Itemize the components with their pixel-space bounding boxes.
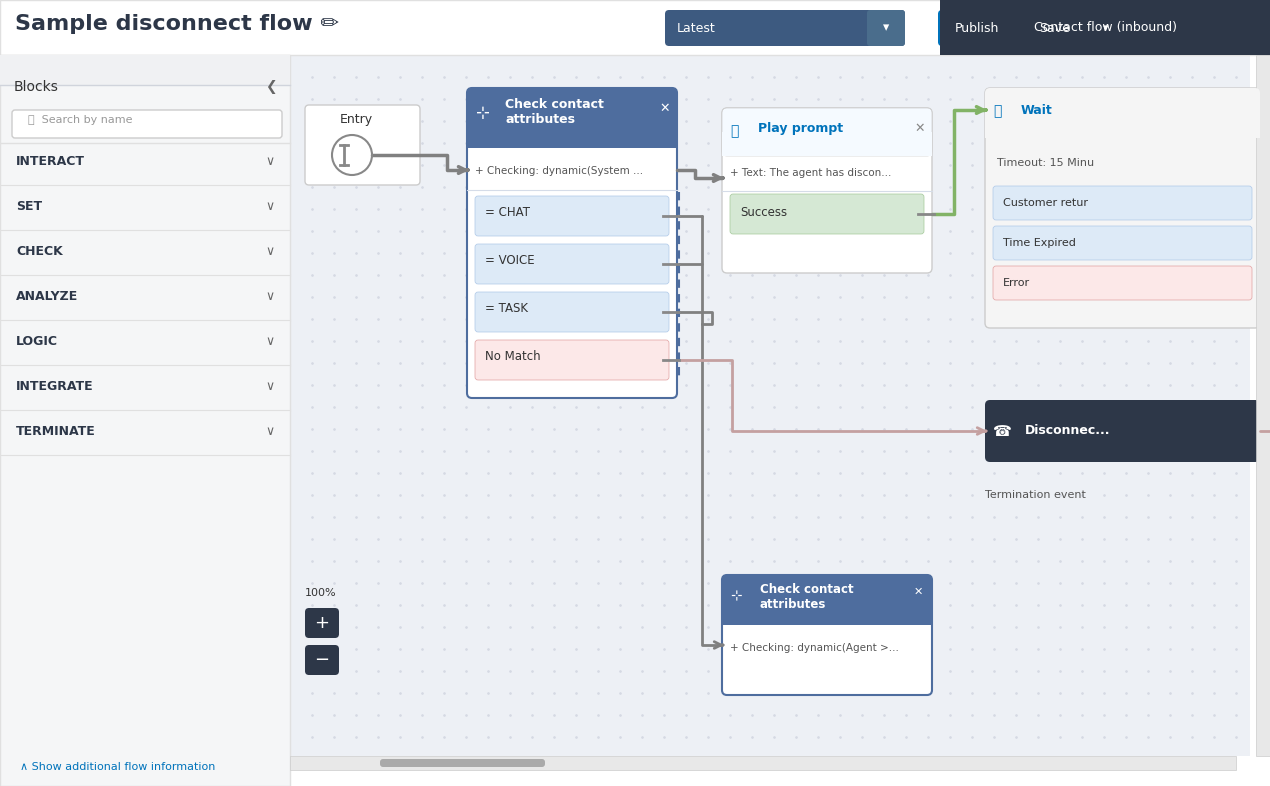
FancyBboxPatch shape [867, 10, 906, 46]
FancyBboxPatch shape [993, 186, 1252, 220]
Text: Entry: Entry [340, 113, 373, 126]
Text: ▾: ▾ [883, 21, 889, 35]
FancyBboxPatch shape [475, 292, 669, 332]
Text: Time Expired: Time Expired [1003, 238, 1076, 248]
Text: Publish: Publish [955, 21, 999, 35]
Text: = VOICE: = VOICE [485, 254, 535, 267]
Bar [290, 55, 1250, 756]
Text: 100%: 100% [305, 588, 337, 598]
FancyBboxPatch shape [1025, 10, 1085, 46]
Text: Success: Success [740, 206, 787, 219]
Text: INTERACT: INTERACT [17, 155, 85, 168]
Text: ∨: ∨ [265, 425, 274, 438]
Text: 🔊: 🔊 [730, 124, 738, 138]
Text: CHECK: CHECK [17, 245, 62, 258]
Bar [940, 0, 1270, 55]
FancyBboxPatch shape [986, 400, 1260, 462]
Text: Check contact: Check contact [759, 583, 853, 596]
FancyBboxPatch shape [1092, 10, 1120, 46]
FancyBboxPatch shape [986, 88, 1260, 328]
Text: ✕: ✕ [914, 587, 923, 597]
FancyBboxPatch shape [723, 108, 932, 156]
Text: Timeout: 15 Minu: Timeout: 15 Minu [997, 158, 1095, 168]
Text: Customer retur: Customer retur [1003, 198, 1088, 208]
Text: ANALYZE: ANALYZE [17, 290, 79, 303]
Text: Play prompt: Play prompt [758, 122, 843, 135]
Text: Disconnec...: Disconnec... [1025, 424, 1110, 437]
Text: ⊹: ⊹ [730, 589, 742, 603]
Text: −: − [315, 651, 329, 669]
Bar [0, 0, 1270, 55]
Bar [290, 756, 1236, 770]
Text: Check contact: Check contact [505, 98, 603, 111]
Bar [723, 132, 932, 156]
Text: ∧ Show additional flow information: ∧ Show additional flow information [20, 762, 216, 772]
Text: ✕: ✕ [659, 102, 669, 115]
Text: INTEGRATE: INTEGRATE [17, 380, 94, 393]
Bar [0, 55, 290, 85]
FancyBboxPatch shape [305, 105, 420, 185]
FancyBboxPatch shape [475, 196, 669, 236]
FancyBboxPatch shape [723, 108, 932, 273]
FancyBboxPatch shape [723, 575, 932, 625]
FancyBboxPatch shape [993, 266, 1252, 300]
Bar [0, 55, 290, 786]
Text: Sample disconnect flow ✏: Sample disconnect flow ✏ [15, 14, 339, 34]
FancyBboxPatch shape [475, 244, 669, 284]
Text: ∨: ∨ [265, 290, 274, 303]
Text: 🔍  Search by name: 🔍 Search by name [28, 115, 132, 125]
FancyBboxPatch shape [305, 645, 339, 675]
Text: ∨: ∨ [265, 200, 274, 213]
Text: TERMINATE: TERMINATE [17, 425, 95, 438]
Text: +: + [315, 614, 329, 632]
FancyBboxPatch shape [380, 759, 545, 767]
Text: ✕: ✕ [914, 122, 925, 135]
Text: attributes: attributes [759, 598, 827, 611]
Text: Wait: Wait [1021, 104, 1053, 117]
Text: No Match: No Match [485, 350, 541, 363]
Text: ∨: ∨ [265, 380, 274, 393]
Text: ∨: ∨ [265, 245, 274, 258]
FancyBboxPatch shape [986, 88, 1260, 138]
Text: attributes: attributes [505, 113, 575, 126]
Text: = CHAT: = CHAT [485, 206, 530, 219]
Text: Termination event: Termination event [986, 490, 1086, 500]
Text: ☎: ☎ [993, 424, 1012, 439]
Text: ⊹: ⊹ [475, 104, 489, 122]
Bar [1256, 55, 1270, 756]
Text: ▾: ▾ [1104, 23, 1109, 33]
Text: ⏳: ⏳ [993, 104, 1001, 118]
Bar [467, 118, 677, 148]
Text: SET: SET [17, 200, 42, 213]
Text: = TASK: = TASK [485, 302, 528, 315]
FancyBboxPatch shape [475, 340, 669, 380]
Text: Blocks: Blocks [14, 80, 58, 94]
Text: ∨: ∨ [265, 155, 274, 168]
Text: Error: Error [1003, 278, 1030, 288]
Bar [723, 600, 932, 625]
Text: + Checking: dynamic(Agent >...: + Checking: dynamic(Agent >... [730, 643, 899, 653]
FancyBboxPatch shape [730, 194, 925, 234]
FancyBboxPatch shape [665, 10, 906, 46]
FancyBboxPatch shape [993, 226, 1252, 260]
FancyBboxPatch shape [723, 575, 932, 695]
FancyBboxPatch shape [467, 88, 677, 398]
Bar [986, 113, 1260, 138]
Text: + Text: The agent has discon...: + Text: The agent has discon... [730, 168, 892, 178]
Text: ❮: ❮ [265, 80, 277, 94]
FancyBboxPatch shape [939, 10, 1016, 46]
FancyBboxPatch shape [11, 110, 282, 138]
Text: ∨: ∨ [265, 335, 274, 348]
Text: Latest: Latest [677, 21, 716, 35]
Text: + Checking: dynamic(System ...: + Checking: dynamic(System ... [475, 166, 643, 176]
Text: Save: Save [1040, 21, 1071, 35]
Text: Contact flow (inbound): Contact flow (inbound) [1034, 20, 1176, 34]
FancyBboxPatch shape [467, 88, 677, 148]
FancyBboxPatch shape [305, 608, 339, 638]
Text: LOGIC: LOGIC [17, 335, 58, 348]
